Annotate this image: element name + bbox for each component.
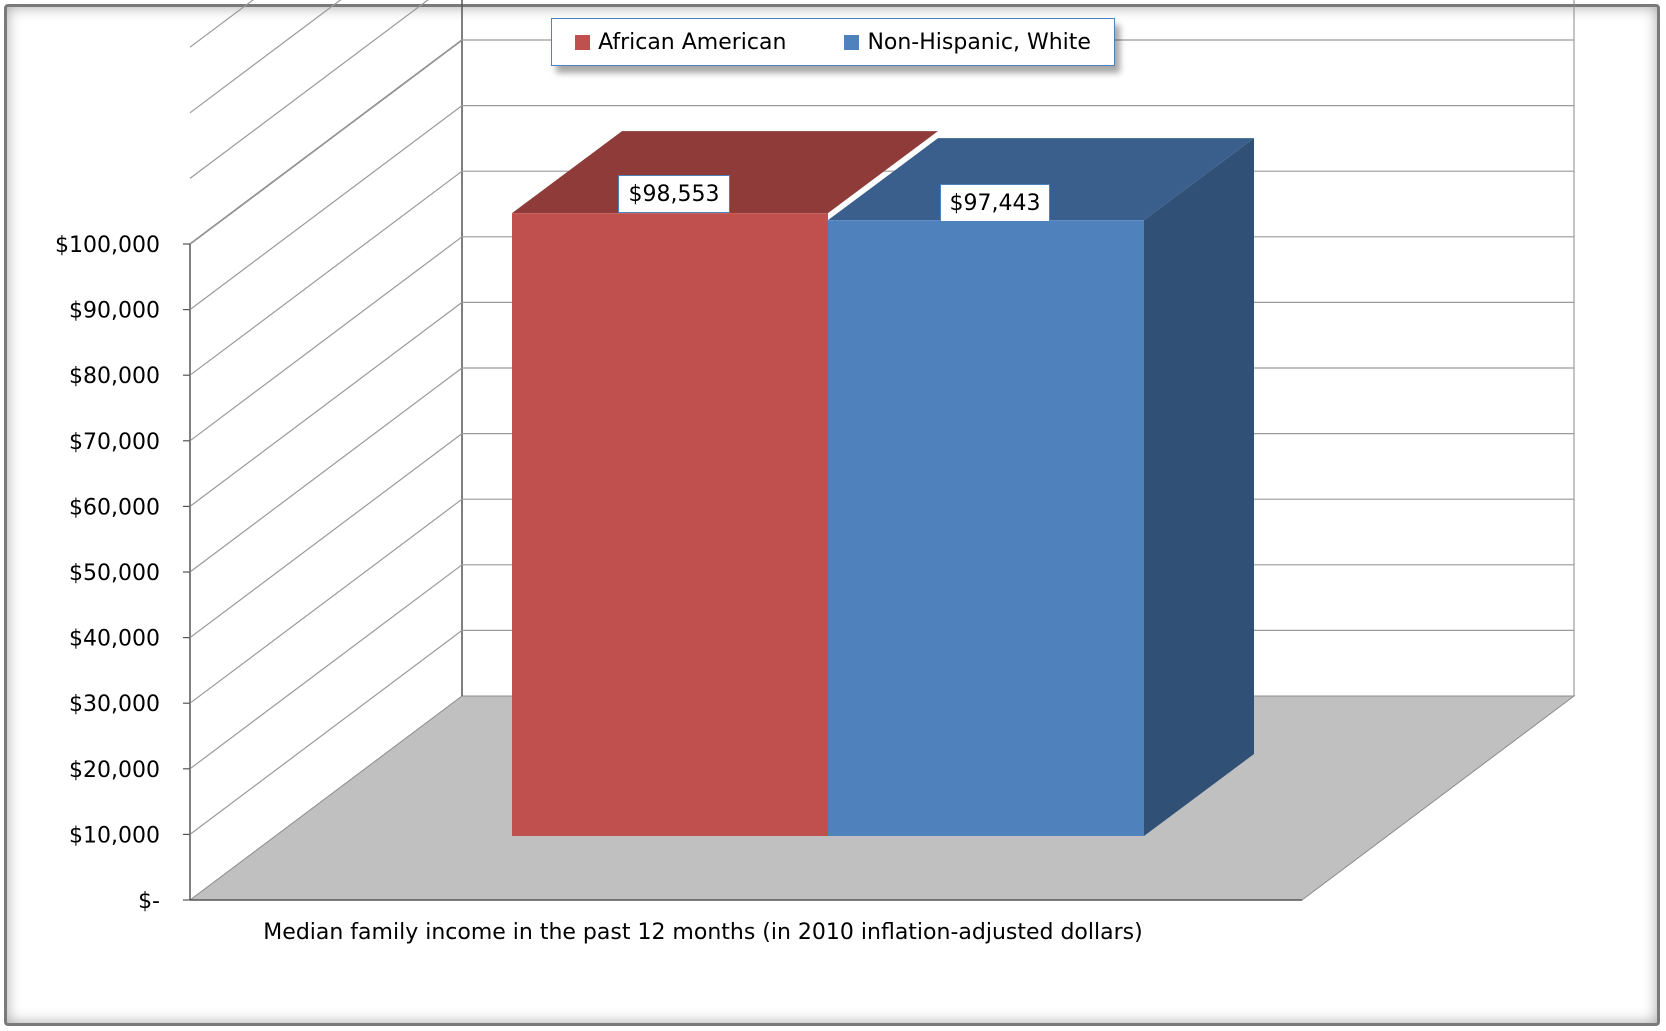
legend-item-african-american: African American: [575, 30, 786, 55]
side-gridline: [189, 367, 463, 573]
y-tick-label: $70,000: [69, 430, 160, 455]
side-gridline: [189, 498, 463, 704]
side-gridline: [189, 0, 342, 114]
side-gridline: [189, 564, 463, 770]
y-axis-ticks: $- $10,000 $20,000 $30,000 $40,000 $50,000 $60…: [55, 233, 190, 914]
bar-top-non-hispanic-white: [828, 138, 1254, 221]
side-gridline: [189, 0, 429, 179]
y-tick-label: $10,000: [69, 823, 160, 848]
legend: African American Non-Hispanic, White: [551, 18, 1115, 66]
bar-african-american: [512, 213, 828, 837]
legend-item-non-hispanic-white: Non-Hispanic, White: [844, 29, 1091, 55]
legend-swatch-blue: [844, 34, 860, 50]
side-gridline: [189, 301, 463, 507]
data-label-african-american: $98,553: [618, 175, 730, 214]
y-tick-label: $40,000: [69, 627, 160, 652]
legend-label-african-american: African American: [598, 29, 787, 55]
side-gridline: [189, 236, 463, 442]
side-gridline: [189, 105, 463, 311]
y-tick-label: $100,000: [55, 233, 160, 258]
y-tick-label: $50,000: [69, 561, 160, 586]
side-gridline: [189, 39, 463, 245]
bar-side-non-hispanic-white: [1144, 138, 1254, 837]
y-tick-label: $30,000: [69, 692, 160, 717]
legend-swatch-red: [575, 34, 591, 50]
bar-non-hispanic-white: [828, 220, 1144, 837]
y-tick-label: $80,000: [69, 364, 160, 389]
y-tick-label: $-: [138, 889, 160, 914]
side-gridline: [189, 0, 254, 48]
y-tick-label: $90,000: [69, 299, 160, 324]
bars: [512, 131, 1254, 837]
y-tick-label: $60,000: [69, 495, 160, 520]
side-gridline: [189, 433, 463, 639]
x-axis-label: Median family income in the past 12 mont…: [263, 920, 1142, 945]
y-tick-label: $20,000: [69, 758, 160, 783]
data-label-non-hispanic-white: $97,443: [940, 184, 1050, 223]
legend-label-non-hispanic-white: Non-Hispanic, White: [867, 29, 1091, 55]
side-gridline: [189, 629, 463, 835]
side-gridline: [189, 170, 463, 376]
